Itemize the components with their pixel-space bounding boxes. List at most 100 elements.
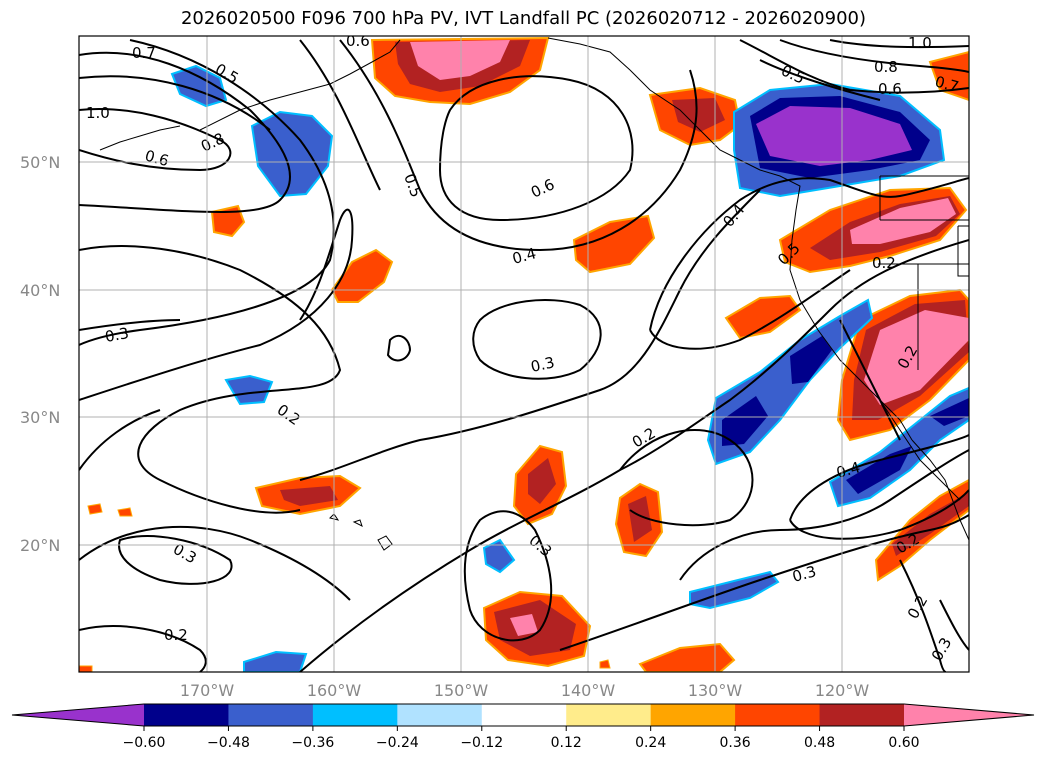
colorbar-segment	[650, 704, 736, 726]
colorbar-segment	[566, 704, 652, 726]
fill-positive-alaska-peak	[410, 40, 510, 80]
positive-anomaly-fills	[79, 36, 969, 672]
contour-label: 0.4	[510, 244, 538, 268]
colorbar-extend-min	[12, 704, 144, 726]
contour-line	[79, 319, 181, 331]
contour-label: 0.3	[529, 353, 556, 376]
fill-positive-sw-dots	[79, 503, 611, 672]
contour-line	[118, 535, 233, 585]
map-plot-area: 0.7 0.5 1.0 0.8 0.6 0.5 0.6 0.4 0.3 0.3 …	[79, 32, 969, 672]
contour-line	[789, 489, 969, 540]
lon-label: 140°W	[561, 681, 616, 700]
contour-line	[839, 319, 901, 441]
contour-line	[739, 39, 969, 94]
colorbar-tick-label: −0.24	[376, 735, 419, 751]
contour-line	[299, 239, 969, 672]
contour-label: 0.6	[878, 80, 902, 98]
lon-label: 170°W	[180, 681, 235, 700]
latitude-labels: 50°N 40°N 30°N 20°N	[20, 153, 60, 555]
colorbar-tick-label: −0.60	[123, 735, 166, 751]
fill-positive-pnw-core	[672, 98, 725, 132]
fill-positive-subtropic-core	[280, 486, 338, 506]
contour-label: 1.0	[86, 104, 110, 122]
contour-label: 0.2	[872, 254, 896, 272]
mexico-coast	[911, 439, 969, 541]
fill-positive-west-small	[210, 204, 246, 238]
bc-coast	[739, 159, 801, 271]
contour-line	[79, 208, 354, 401]
colorbar: −0.60 −0.48 −0.36 −0.24 −0.12 0.12 0.24 0.36 0.4…	[11, 703, 1035, 751]
lon-label: 130°W	[688, 681, 743, 700]
contour-line	[789, 434, 969, 521]
fill-positive-mid	[572, 214, 656, 274]
fill-positive-oregon-peak	[850, 198, 956, 244]
contour-line	[79, 409, 161, 471]
fill-positive-center-east-core	[628, 496, 652, 542]
lat-label: 20°N	[20, 536, 60, 555]
contour-line	[79, 39, 335, 346]
baja-coast	[879, 399, 961, 501]
colorbar-tick-label: 0.60	[888, 735, 919, 751]
fill-negative-baja-core	[846, 446, 912, 494]
colorbar-extend-max	[904, 704, 1034, 726]
contour-line	[759, 59, 881, 101]
contour-label: 1.0	[908, 34, 932, 52]
contour-line	[339, 39, 698, 252]
colorbar-segment	[735, 704, 821, 726]
contour-line	[299, 189, 761, 481]
contour-line	[559, 514, 969, 651]
lon-label: 150°W	[434, 681, 489, 700]
fill-negative-offshore-core2	[790, 336, 832, 384]
contour-line	[79, 525, 351, 601]
state-borders	[878, 175, 969, 370]
colorbar-tick-label: 0.36	[720, 735, 751, 751]
contour-line	[463, 510, 553, 642]
colorbar-segment	[481, 704, 567, 726]
longitude-labels: 170°W 160°W 150°W 140°W 130°W 120°W	[180, 681, 870, 700]
contour-label: 0.8	[874, 58, 898, 76]
contour-label: 0.6	[143, 146, 171, 170]
lon-label: 160°W	[307, 681, 362, 700]
colorbar-tick-label: 0.48	[804, 735, 835, 751]
figure-title: 2026020500 F096 700 hPa PV, IVT Landfall…	[180, 8, 867, 29]
colorbar-tick-label: 0.24	[635, 735, 666, 751]
lat-label: 30°N	[20, 408, 60, 427]
contour-label: 0.7	[132, 44, 156, 62]
fill-negative-offshore-core	[722, 396, 768, 446]
lat-label: 50°N	[20, 153, 60, 172]
contour-line	[438, 75, 634, 222]
aleutian-islands	[99, 125, 181, 151]
contour-line	[79, 108, 232, 172]
contour-line	[386, 334, 412, 362]
colorbar-segment	[819, 704, 905, 726]
lon-label: 120°W	[815, 681, 870, 700]
colorbar-tick-label: 0.12	[551, 735, 582, 751]
colorbar-tick-label: −0.12	[460, 735, 503, 751]
contour-line	[299, 39, 381, 191]
fill-negative-small-center	[482, 538, 516, 574]
contour-label: 0.3	[104, 324, 131, 346]
colorbar-segment	[228, 704, 314, 726]
fill-positive-mexico-core	[892, 492, 969, 556]
colorbar-segment	[312, 704, 398, 726]
contour-line	[779, 39, 969, 73]
colorbar-tick-label: −0.36	[291, 735, 334, 751]
fill-negative-gulf-alaska	[250, 110, 334, 198]
negative-anomaly-fills	[170, 64, 969, 672]
contour-line	[939, 599, 969, 651]
contour-line	[79, 75, 271, 131]
contour-label: 0.6	[346, 32, 370, 50]
contour-line	[829, 39, 969, 49]
graticule	[79, 36, 969, 672]
contour-line	[79, 625, 207, 672]
colorbar-tick-label: −0.48	[207, 735, 250, 751]
fill-negative-baja-core2	[930, 398, 969, 426]
fill-negative-south-west	[243, 650, 308, 672]
contour-line	[649, 177, 969, 331]
contour-line	[79, 51, 291, 213]
fill-positive-norcal-tongue	[724, 294, 802, 340]
contour-line	[899, 559, 947, 672]
contour-label: 0.7	[933, 72, 961, 96]
contour-line	[79, 245, 342, 514]
